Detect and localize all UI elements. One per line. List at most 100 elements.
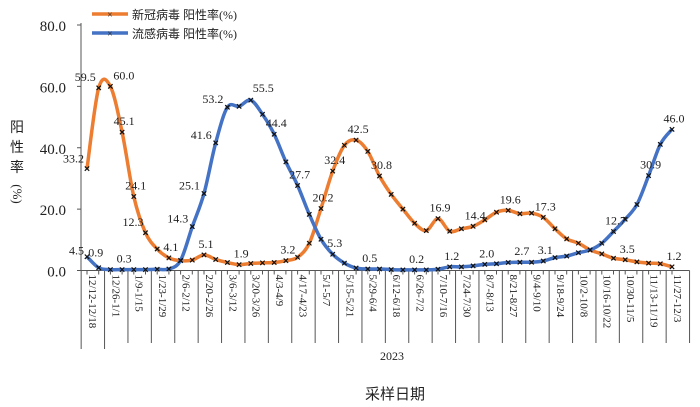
data-point-marker: [213, 256, 219, 263]
x-axis-title: 采样日期: [365, 386, 425, 403]
data-point-marker: [318, 236, 324, 242]
data-label: 3.1: [538, 243, 553, 257]
series-line-covid: [85, 77, 673, 269]
data-point-marker: [540, 214, 546, 221]
data-point-marker: [353, 137, 359, 143]
data-label: 2.0: [479, 246, 494, 260]
data-point-marker: [470, 263, 476, 269]
y-axis: 0.0 20.0 40.0 60.0 80.0: [40, 19, 82, 281]
data-label: 42.5: [348, 122, 369, 136]
data-point-marker: [435, 216, 441, 222]
data-point-marker: [423, 267, 429, 273]
x-tick-label: 3/20-3/26: [250, 275, 262, 318]
data-label: 32.4: [324, 153, 345, 167]
data-point-marker: [388, 266, 394, 273]
x-tick-label: 8/7-8/13: [484, 275, 496, 313]
data-point-marker: [224, 104, 231, 110]
legend: × 新冠病毒 阳性率(%) × 流感病毒 阳性率(%): [92, 7, 237, 41]
data-point-marker: [294, 182, 301, 189]
data-point-marker: [634, 259, 640, 265]
data-label: 33.2: [63, 152, 84, 166]
data-point-marker: [505, 207, 511, 213]
data-label: 2.7: [514, 244, 529, 258]
data-label: 5.1: [199, 237, 214, 251]
data-label: 0.2: [409, 252, 424, 266]
x-tick-label: 4/3-4/9: [273, 275, 285, 307]
data-point-marker: [259, 260, 266, 266]
data-point-marker: [575, 240, 582, 246]
data-point-marker: [458, 226, 465, 232]
data-point-marker: [84, 165, 90, 172]
data-point-marker: [166, 266, 172, 272]
data-point-marker: [599, 240, 605, 246]
data-point-marker: [458, 264, 465, 270]
data-label: 20.2: [313, 191, 334, 205]
x-tick-label: 7/10-7/16: [437, 275, 449, 318]
legend-marker-covid: ×: [107, 10, 113, 21]
data-label: 30.9: [640, 158, 661, 172]
data-point-marker: [318, 205, 324, 212]
data-point-marker: [189, 257, 195, 263]
data-point-marker: [154, 246, 160, 252]
data-point-marker: [528, 259, 535, 265]
data-point-marker: [154, 266, 160, 272]
x-tick-label: 11/27-12/3: [671, 275, 683, 323]
data-label: 1.9: [234, 247, 249, 261]
data-point-marker: [411, 267, 418, 273]
data-point-marker: [201, 190, 207, 197]
data-point-marker: [423, 227, 429, 234]
data-point-marker: [283, 258, 289, 264]
y-axis-title-char: 性: [10, 140, 24, 156]
data-point-marker: [376, 173, 383, 179]
data-point-marker: [493, 209, 500, 215]
x-tick-label: 11/13-11/19: [647, 275, 659, 328]
legend-item-covid: × 新冠病毒 阳性率(%): [92, 7, 237, 22]
data-point-marker: [213, 140, 219, 146]
legend-label-covid: 新冠病毒 阳性率(%): [132, 7, 237, 22]
data-label: 3.5: [620, 242, 635, 256]
x-tick-label: 10/16-10/22: [601, 275, 613, 329]
y-tick-label: 40.0: [40, 142, 66, 158]
x-tick-label: 7/24-7/30: [460, 275, 472, 318]
data-point-marker: [528, 210, 535, 216]
data-point-marker: [341, 260, 348, 266]
data-label: 4.1: [163, 240, 178, 254]
data-point-marker: [552, 226, 558, 232]
x-tick-label: 2/20-2/26: [203, 275, 215, 318]
data-label: 59.5: [75, 70, 96, 84]
data-label: 41.6: [191, 128, 212, 142]
data-label: 60.0: [113, 68, 134, 82]
y-axis-title: 阳 性 率 (%): [10, 120, 25, 204]
x-tick-label: 3/6-3/12: [226, 275, 238, 312]
x-tick-label: 6/12-6/18: [390, 275, 402, 318]
data-label: 16.9: [430, 201, 451, 215]
data-point-marker: [341, 142, 348, 148]
data-point-marker: [353, 265, 359, 271]
x-tick-label: 1/9-1/15: [133, 275, 145, 313]
data-point-marker: [400, 206, 406, 212]
x-tick-label: 12/12-12/18: [86, 275, 98, 329]
legend-label-flu: 流感病毒 阳性率(%): [132, 26, 237, 41]
x-tick-label: 10/2-10/8: [577, 275, 589, 318]
data-label: 0.5: [362, 251, 377, 265]
data-point-marker: [259, 111, 266, 117]
data-point-marker: [96, 85, 102, 91]
data-label: 12.3: [123, 215, 144, 229]
data-label: 55.5: [253, 81, 274, 95]
data-point-marker: [564, 236, 570, 242]
data-point-marker: [224, 259, 231, 266]
data-point-marker: [119, 129, 125, 135]
legend-item-flu: × 流感病毒 阳性率(%): [92, 26, 237, 41]
x-tick-label: 12/26-1/1: [109, 275, 121, 318]
data-point-marker: [669, 264, 675, 270]
data-point-marker: [540, 258, 546, 264]
data-point-marker: [411, 220, 418, 226]
data-point-marker: [236, 103, 242, 109]
data-label: 17.3: [535, 199, 556, 213]
data-point-marker: [482, 261, 488, 267]
data-point-marker: [376, 266, 383, 272]
data-point-marker: [294, 254, 301, 260]
data-point-marker: [505, 259, 511, 266]
data-point-marker: [622, 216, 628, 222]
